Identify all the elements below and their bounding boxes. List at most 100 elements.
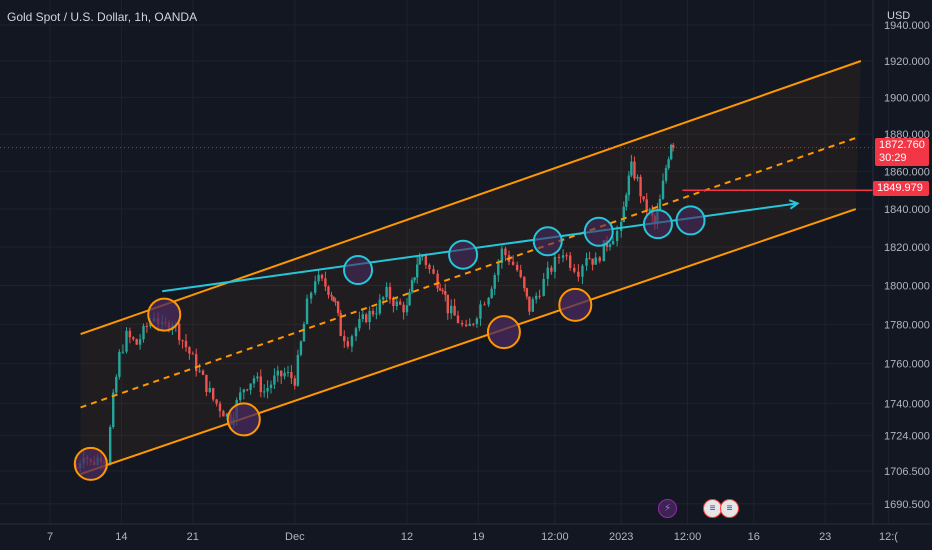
candle-body	[405, 305, 409, 313]
candle-body	[215, 399, 218, 404]
candle-body	[336, 301, 340, 314]
candle-body	[531, 299, 534, 312]
candle-body	[208, 388, 211, 392]
candle-body	[135, 339, 138, 345]
candle-body	[625, 195, 628, 207]
candle-body	[408, 292, 411, 306]
candle-body	[222, 411, 225, 417]
price-axis[interactable]: 1690.500 1706.500 1724.000 1740.000 1760.000…	[872, 0, 930, 524]
candle-body	[636, 176, 639, 179]
candle-body	[296, 354, 300, 386]
time-tick-label: 23	[819, 531, 831, 543]
candle-body	[611, 241, 615, 245]
time-tick-label: Dec	[285, 531, 305, 543]
time-tick-label: 12:00	[674, 531, 702, 543]
candle-body	[128, 330, 132, 338]
trendline-arrowhead	[788, 199, 800, 210]
candle-body	[528, 296, 531, 312]
resistance-touch-circle[interactable]	[642, 209, 673, 240]
channel-middle-line[interactable]	[80, 136, 857, 409]
candle-body	[283, 372, 286, 377]
candle-body	[664, 168, 668, 181]
currency-label[interactable]: USD	[887, 10, 911, 22]
candle-body	[212, 388, 215, 400]
candle-body	[249, 383, 252, 390]
candle-body	[577, 271, 580, 277]
channel-upper-line[interactable]	[80, 60, 862, 336]
resistance-touch-circle[interactable]	[448, 239, 479, 270]
candle-body	[145, 325, 149, 327]
candle-body	[446, 294, 449, 314]
candle-body	[138, 339, 142, 345]
candle-body	[201, 370, 205, 375]
resistance-touch-circle[interactable]	[532, 226, 563, 257]
candle-body	[490, 288, 493, 299]
candle-body	[317, 274, 320, 282]
resistance-touch-circle[interactable]	[583, 216, 614, 247]
price-tick-label: 1780.000	[884, 319, 930, 331]
candles-layer	[75, 142, 675, 473]
price-tick-label: 1690.500	[884, 499, 930, 511]
candle-body	[511, 261, 515, 265]
candle-body	[343, 335, 346, 342]
candle-body	[661, 180, 665, 200]
support-touch-circle[interactable]	[226, 402, 261, 437]
candle-body	[392, 299, 395, 307]
candle-body	[252, 378, 256, 384]
candle-body	[350, 336, 354, 347]
candle-body	[365, 314, 368, 323]
candle-body	[588, 258, 591, 260]
time-tick-label: 2023	[609, 531, 633, 543]
candle-body	[557, 256, 561, 258]
candle-body	[324, 278, 327, 287]
candle-body	[205, 374, 208, 392]
candle-body	[266, 388, 269, 392]
support-touch-circle[interactable]	[558, 287, 593, 322]
support-touch-circle[interactable]	[147, 297, 182, 332]
candle-body	[633, 161, 636, 179]
time-axis[interactable]: 7 14 21 Dec 12 19 12:00 2023 12:00 16 23 12:(	[0, 523, 932, 543]
candle-body	[399, 301, 402, 305]
chart-grid	[0, 0, 889, 524]
candle-body	[444, 291, 447, 295]
candle-body	[195, 354, 198, 372]
lightning-icon[interactable]: ⚡	[658, 499, 677, 518]
candle-body	[456, 315, 460, 324]
candle-body	[642, 196, 645, 200]
resistance-touch-circle[interactable]	[675, 205, 706, 236]
support-touch-circle[interactable]	[73, 446, 108, 481]
candle-body	[500, 248, 504, 263]
candle-body	[371, 310, 375, 315]
candle-body	[334, 301, 337, 303]
candle-body	[468, 323, 471, 327]
horizontal-line-price-badge[interactable]: 1849.979	[873, 181, 929, 196]
candle-body	[256, 376, 259, 379]
candle-body	[630, 161, 633, 176]
candle-body	[385, 286, 388, 298]
us-flag-icon[interactable]: ≡	[720, 499, 739, 518]
candle-body	[121, 351, 125, 353]
candle-body	[218, 403, 222, 412]
drawing-layer[interactable]	[0, 60, 873, 481]
current-price-value: 1872.760	[879, 139, 925, 151]
candle-body	[305, 298, 309, 324]
candle-body	[108, 427, 112, 465]
candle-body	[497, 262, 500, 276]
resistance-touch-circle[interactable]	[343, 255, 374, 286]
candle-body	[602, 240, 606, 262]
candle-body	[460, 323, 464, 325]
price-tick-label: 1740.000	[884, 398, 930, 410]
candle-body	[361, 314, 364, 320]
candle-body	[627, 175, 631, 196]
channel-lower-line[interactable]	[80, 208, 857, 476]
candle-body	[330, 294, 333, 297]
candle-body	[339, 313, 342, 336]
price-tick-label: 1840.000	[884, 204, 930, 216]
candle-body	[432, 269, 435, 274]
candle-body	[553, 256, 557, 272]
candle-body	[615, 230, 619, 242]
symbol-title[interactable]: Gold Spot / U.S. Dollar, 1h, OANDA	[7, 10, 198, 24]
support-touch-circle[interactable]	[486, 315, 521, 350]
candle-body	[504, 248, 507, 256]
